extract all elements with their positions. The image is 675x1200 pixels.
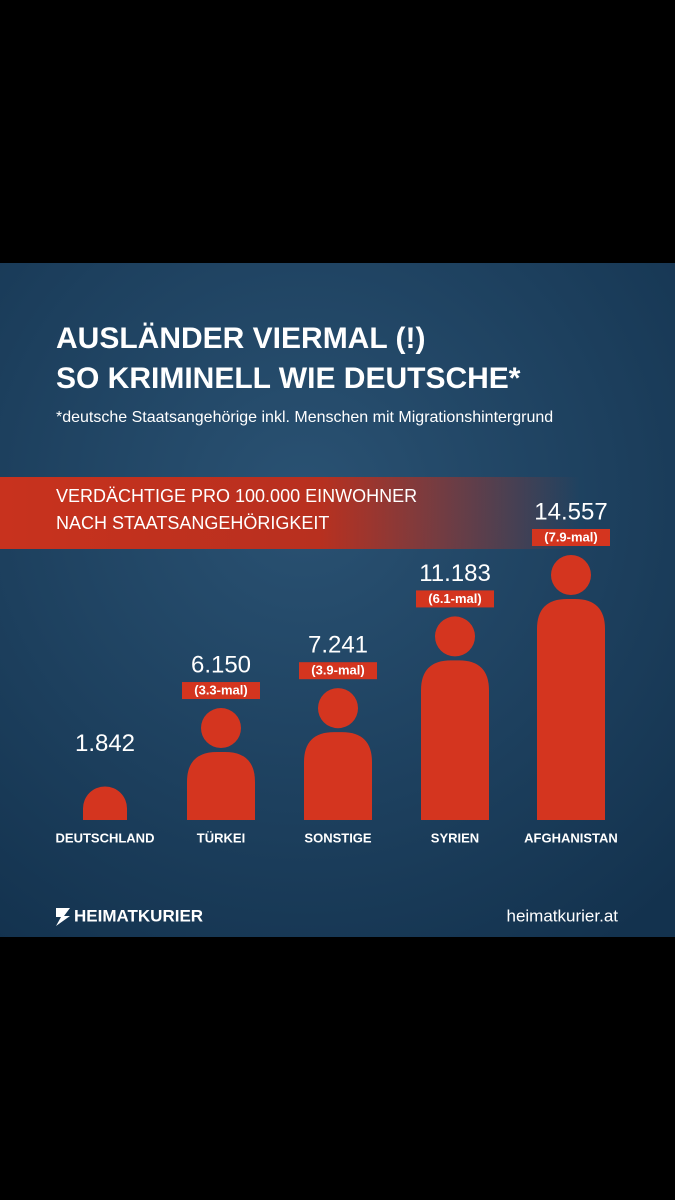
value-label: 1.842 <box>75 730 135 757</box>
category-label: TÜRKEI <box>197 830 245 845</box>
bar <box>421 616 489 820</box>
brand: HEIMATKURIER <box>74 906 203 925</box>
multiplier-bg <box>416 590 494 608</box>
bar <box>83 786 127 820</box>
title: AUSLÄNDER VIERMAL (!) <box>56 322 425 355</box>
bar <box>537 555 605 820</box>
multiplier: (3.3-mal) <box>194 682 247 697</box>
url: heimatkurier.at <box>507 906 619 925</box>
multiplier: (6.1-mal) <box>428 591 481 606</box>
multiplier-bg <box>299 662 377 680</box>
multiplier: (7.9-mal) <box>544 529 597 544</box>
value-label: 7.241 <box>308 632 368 659</box>
multiplier: (3.9-mal) <box>311 663 364 678</box>
subtitle: *deutsche Staatsangehörige inkl. Mensche… <box>56 409 553 426</box>
category-label: AFGHANISTAN <box>524 830 618 845</box>
value-label: 6.150 <box>191 651 251 678</box>
category-label: SONSTIGE <box>304 830 372 845</box>
multiplier-bg <box>532 529 610 546</box>
title: SO KRIMINELL WIE DEUTSCHE* <box>56 362 521 395</box>
value-label: 14.557 <box>534 498 607 525</box>
banner-text: VERDÄCHTIGE PRO 100.000 EINWOHNER <box>56 486 417 506</box>
banner-text: NACH STAATSANGEHÖRIGKEIT <box>56 513 329 533</box>
multiplier-bg <box>182 682 260 700</box>
value-label: 11.183 <box>419 560 491 587</box>
logo-icon <box>56 908 70 926</box>
bar <box>304 688 372 820</box>
category-label: DEUTSCHLAND <box>56 830 155 845</box>
banner <box>0 477 580 549</box>
category-label: SYRIEN <box>431 830 479 845</box>
bar <box>187 708 255 820</box>
